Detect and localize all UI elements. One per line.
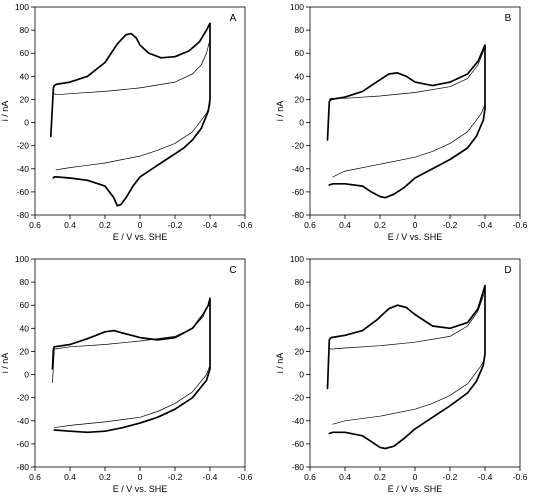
panel-letter: C <box>229 265 236 276</box>
plot-frame <box>309 258 521 468</box>
y-tick-label: -20 <box>292 393 305 403</box>
panel-letter: D <box>504 265 511 276</box>
y-axis-title: i / nA <box>0 353 10 374</box>
y-tick-label: 0 <box>24 118 29 128</box>
y-tick-label: -60 <box>17 187 30 197</box>
y-axis-title: i / nA <box>0 101 10 122</box>
x-tick-label: 0 <box>138 220 143 230</box>
y-tick-label: 0 <box>299 118 304 128</box>
x-axis-title: E / V vs. SHE <box>113 484 168 494</box>
y-tick-label: -40 <box>292 164 305 174</box>
y-tick-label: -60 <box>292 439 305 449</box>
y-tick-label: 80 <box>295 25 305 35</box>
x-tick-label: -0.4 <box>203 220 218 230</box>
x-tick-label: -0.4 <box>478 220 493 230</box>
voltammogram-thin-line <box>328 291 486 425</box>
y-tick-label: -80 <box>17 462 30 472</box>
voltammogram-thin-line <box>328 47 486 178</box>
y-tick-label: 20 <box>20 346 30 356</box>
x-tick-label: 0.2 <box>99 220 111 230</box>
y-tick-label: 0 <box>24 370 29 380</box>
y-tick-label: 40 <box>295 323 305 333</box>
y-tick-label: -20 <box>17 393 30 403</box>
x-tick-label: 0.6 <box>304 472 316 482</box>
x-tick-label: 0 <box>413 472 418 482</box>
y-tick-label: 60 <box>20 300 30 310</box>
x-tick-label: 0 <box>413 220 418 230</box>
chart-panel-a: 0.6 0.4 0.2 0 -0.2 -0.4 -0.6 -80 -60 -40 -20 0 20 40 6… <box>0 2 253 242</box>
y-tick-label: 100 <box>15 2 29 12</box>
voltammogram-thin-line <box>52 300 211 429</box>
x-tick-label: 0.6 <box>304 220 316 230</box>
y-tick-label: 80 <box>295 277 305 287</box>
y-tick-label: 100 <box>290 254 304 264</box>
chart-panel-d: 0.6 0.4 0.2 0 -0.2 -0.4 -0.6 -80 -60 -40 -20 0 20 40 6… <box>275 254 528 494</box>
x-tick-label: 0.4 <box>339 472 351 482</box>
voltammogram-thin-line <box>53 39 211 171</box>
y-tick-label: -80 <box>17 210 30 220</box>
y-tick-label: 40 <box>295 71 305 81</box>
y-tick-label: 100 <box>15 254 29 264</box>
x-tick-label: 0.4 <box>64 220 76 230</box>
voltammogram-bold-line <box>51 297 211 434</box>
x-axis-title: E / V vs. SHE <box>388 232 443 242</box>
y-tick-label: 60 <box>20 48 30 58</box>
x-tick-label: 0.2 <box>99 472 111 482</box>
x-tick-label: 0.2 <box>374 472 386 482</box>
y-tick-label: 100 <box>290 2 304 12</box>
voltammogram-bold-line <box>49 22 211 207</box>
x-tick-label: 0.4 <box>339 220 351 230</box>
y-tick-label: -60 <box>292 187 305 197</box>
x-axis-title: E / V vs. SHE <box>113 232 168 242</box>
x-axis-title: E / V vs. SHE <box>388 484 443 494</box>
x-tick-label: -0.2 <box>168 472 183 482</box>
y-tick-label: 80 <box>20 25 30 35</box>
voltammogram-bold-line <box>326 44 486 199</box>
x-tick-label: 0.2 <box>374 220 386 230</box>
panel-letter: B <box>505 13 512 24</box>
y-tick-label: 80 <box>20 277 30 287</box>
y-tick-label: 40 <box>20 71 30 81</box>
x-tick-label: 0.6 <box>29 220 41 230</box>
x-tick-label: -0.2 <box>443 472 458 482</box>
x-tick-label: 0 <box>138 472 143 482</box>
voltammogram-bold-line <box>326 284 486 450</box>
x-tick-label: -0.6 <box>238 472 253 482</box>
x-tick-label: -0.4 <box>478 472 493 482</box>
x-tick-label: 0.4 <box>64 472 76 482</box>
plot-frame <box>34 258 246 468</box>
y-tick-label: -40 <box>17 416 30 426</box>
y-axis-title: i / nA <box>275 101 285 122</box>
x-tick-label: -0.2 <box>168 220 183 230</box>
y-tick-label: 0 <box>299 370 304 380</box>
x-tick-label: 0.6 <box>29 472 41 482</box>
y-tick-label: -80 <box>292 210 305 220</box>
y-tick-label: -60 <box>17 439 30 449</box>
x-tick-label: -0.6 <box>513 220 528 230</box>
y-tick-label: 20 <box>20 94 30 104</box>
y-tick-label: 40 <box>20 323 30 333</box>
y-tick-label: -80 <box>292 462 305 472</box>
y-tick-label: -40 <box>17 164 30 174</box>
y-tick-label: 60 <box>295 48 305 58</box>
y-tick-label: 60 <box>295 300 305 310</box>
y-tick-label: 20 <box>295 94 305 104</box>
panel-letter: A <box>230 13 237 24</box>
chart-panel-b: 0.6 0.4 0.2 0 -0.2 -0.4 -0.6 -80 -60 -40 -20 0 20 40 6… <box>275 2 528 242</box>
y-tick-label: 20 <box>295 346 305 356</box>
x-tick-label: -0.4 <box>203 472 218 482</box>
chart-panel-c: 0.6 0.4 0.2 0 -0.2 -0.4 -0.6 -80 -60 -40 -20 0 20 40 6… <box>0 254 253 494</box>
y-axis-title: i / nA <box>275 353 285 374</box>
y-tick-label: -20 <box>292 141 305 151</box>
y-tick-label: -20 <box>17 141 30 151</box>
y-tick-label: -40 <box>292 416 305 426</box>
x-tick-label: -0.2 <box>443 220 458 230</box>
x-tick-label: -0.6 <box>513 472 528 482</box>
x-tick-label: -0.6 <box>238 220 253 230</box>
plot-frame <box>34 6 246 216</box>
